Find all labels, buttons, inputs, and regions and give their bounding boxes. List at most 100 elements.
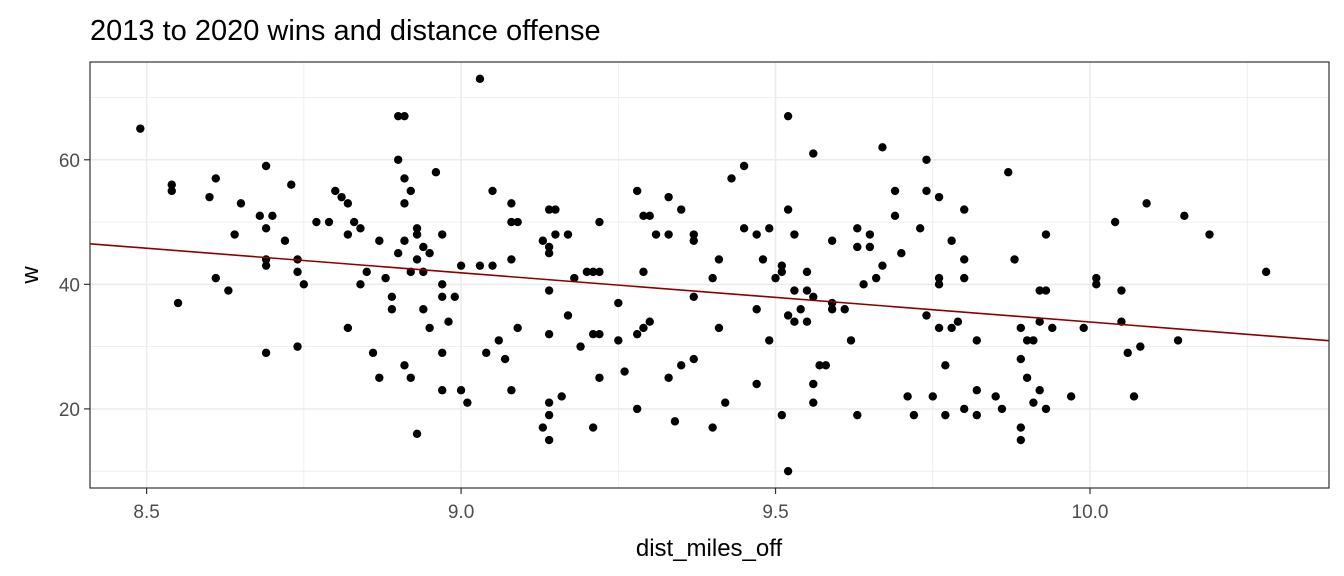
data-point — [255, 211, 265, 221]
x-tick-label: 9.0 — [448, 502, 474, 523]
data-point — [1123, 348, 1132, 358]
data-point — [1180, 211, 1189, 221]
y-axis-title: w — [17, 266, 44, 285]
data-point — [664, 192, 673, 202]
data-point — [859, 280, 868, 289]
data-point — [960, 205, 969, 214]
x-tick-label: 9.5 — [762, 502, 788, 523]
x-tick-label: 8.5 — [133, 502, 159, 523]
data-point — [551, 230, 560, 239]
data-point — [419, 305, 428, 314]
data-point — [205, 192, 214, 202]
data-point — [356, 280, 365, 289]
data-point — [261, 261, 271, 270]
data-point — [941, 410, 950, 420]
data-point — [689, 354, 698, 364]
data-point — [853, 242, 862, 252]
data-point — [771, 273, 780, 283]
data-point — [412, 429, 422, 439]
data-point — [563, 311, 573, 320]
data-point — [544, 249, 554, 258]
data-point — [507, 199, 516, 208]
data-point — [167, 180, 176, 189]
data-point — [727, 174, 736, 183]
data-point — [997, 404, 1007, 414]
data-point — [928, 392, 937, 401]
data-point — [356, 224, 365, 233]
data-point — [853, 224, 862, 233]
trend-line — [89, 242, 1330, 342]
data-point — [456, 386, 466, 395]
data-point — [1129, 392, 1139, 401]
data-point — [1035, 317, 1044, 326]
data-point — [576, 342, 585, 351]
data-point — [438, 348, 447, 358]
data-point — [268, 211, 277, 221]
data-point — [494, 336, 504, 345]
data-point — [821, 361, 831, 370]
data-point — [639, 211, 648, 221]
data-point — [1205, 230, 1214, 239]
data-point — [475, 261, 485, 270]
data-point — [689, 236, 698, 245]
data-point — [689, 292, 698, 301]
data-point — [1041, 230, 1051, 239]
data-point — [211, 273, 220, 283]
data-point — [412, 255, 422, 264]
data-point — [482, 348, 491, 358]
data-point — [463, 398, 472, 407]
data-point — [406, 186, 415, 196]
data-point — [595, 373, 604, 382]
data-point — [337, 192, 346, 202]
grid-lines — [90, 62, 1329, 488]
data-point — [809, 398, 818, 407]
data-point — [947, 323, 956, 333]
data-point — [1016, 435, 1026, 445]
data-point — [400, 199, 409, 208]
data-point — [689, 230, 698, 239]
data-point — [544, 398, 554, 407]
data-point — [331, 186, 340, 196]
data-point — [809, 379, 818, 389]
data-point — [588, 267, 598, 277]
data-point — [890, 186, 900, 196]
data-point — [507, 217, 516, 227]
data-point — [1016, 323, 1026, 333]
data-point — [941, 361, 950, 370]
data-point — [400, 236, 409, 245]
data-point — [1117, 286, 1126, 295]
data-point — [1048, 323, 1057, 333]
data-point — [456, 261, 466, 270]
data-point — [438, 292, 447, 301]
data-point — [488, 186, 497, 196]
data-point — [343, 230, 353, 239]
data-point — [1035, 286, 1044, 295]
data-point — [513, 217, 522, 227]
data-point — [1142, 199, 1151, 208]
data-point — [651, 230, 661, 239]
data-point — [475, 74, 485, 84]
data-point — [765, 224, 774, 233]
data-point — [960, 273, 969, 283]
y-tick-label: 60 — [59, 151, 80, 172]
data-point — [387, 292, 397, 301]
data-point — [739, 161, 749, 171]
data-point — [1041, 286, 1051, 295]
data-point — [960, 255, 969, 264]
data-point — [632, 404, 642, 414]
data-point — [620, 367, 629, 376]
data-point — [934, 280, 944, 289]
x-axis-title: dist_miles_off — [636, 535, 783, 562]
data-point — [1016, 423, 1026, 432]
data-point — [783, 466, 793, 476]
data-point — [343, 199, 353, 208]
data-point — [614, 298, 623, 308]
data-point — [815, 361, 824, 370]
data-point — [551, 205, 560, 214]
data-point — [1110, 217, 1120, 227]
data-point — [544, 410, 554, 420]
y-axis-ticks: 20 40 60 — [59, 151, 90, 421]
data-point — [400, 111, 409, 121]
data-point — [632, 186, 642, 196]
